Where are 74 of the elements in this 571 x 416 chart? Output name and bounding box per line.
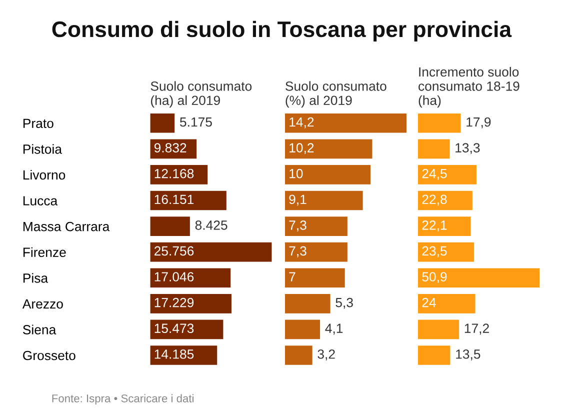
bar: [418, 320, 460, 340]
bar: [150, 294, 232, 314]
chart-title: Consumo di suolo in Toscana per provincia: [52, 20, 512, 42]
source-note: Fonte: Ispra • Scaricare i dati: [52, 394, 194, 405]
bar: [418, 268, 540, 288]
data-label: 12.168: [154, 168, 194, 178]
data-label: 10: [290, 168, 303, 178]
data-label: 16.151: [154, 194, 194, 204]
data-label: 5.175: [180, 117, 212, 127]
bar: [284, 216, 348, 236]
y-tick-label: Pistoia: [23, 144, 62, 154]
data-label: 22,8: [422, 194, 447, 206]
bar: [150, 268, 231, 288]
bar: [418, 242, 474, 262]
data-label: 23,5: [422, 246, 447, 258]
chart-subtitle: Incremento suolo consumato 18-19 (ha): [418, 66, 520, 108]
bar: [284, 165, 371, 184]
data-label: 14.185: [154, 349, 194, 359]
bar: [418, 165, 476, 184]
bar: [284, 294, 330, 314]
data-label: 24,5: [422, 168, 447, 180]
bar: [150, 346, 218, 365]
y-tick-label: Grosseto: [23, 350, 76, 360]
chart-subtitle: Suolo consumato (%) al 2019: [286, 81, 386, 108]
data-label: 8.425: [195, 220, 228, 230]
bar: [284, 190, 363, 210]
data-label: 14,2: [290, 117, 314, 128]
bar: [418, 216, 471, 236]
bar: [284, 242, 348, 262]
bar: [418, 139, 450, 159]
bar: [150, 320, 224, 340]
bar: [418, 294, 476, 314]
bar: [284, 320, 320, 340]
bar: [418, 190, 472, 210]
y-tick-label: Pisa: [23, 273, 48, 283]
data-label: 13,5: [456, 349, 480, 360]
bar: [150, 190, 226, 210]
data-label: 7,3: [289, 246, 306, 258]
bar: [284, 113, 406, 133]
data-label: 24: [422, 298, 436, 308]
data-label: 15.473: [154, 324, 194, 334]
data-label: 9,1: [289, 194, 306, 206]
bar: [284, 346, 312, 365]
bar: [150, 113, 175, 133]
data-label: 25.756: [154, 246, 194, 256]
data-label: 3,2: [318, 349, 335, 360]
chart-subtitle: Suolo consumato (ha) al 2019: [150, 81, 252, 108]
bar: [418, 113, 461, 133]
y-tick-label: Massa Carrara: [23, 222, 110, 232]
data-label: 7: [289, 272, 296, 282]
bar: [150, 165, 208, 184]
y-tick-label: Livorno: [23, 170, 66, 180]
bar: [418, 346, 450, 365]
data-label: 7,3: [289, 220, 306, 232]
data-label: 5,3: [336, 298, 353, 309]
y-tick-label: Prato: [23, 118, 54, 128]
y-tick-label: Firenze: [23, 247, 66, 258]
data-label: 17,9: [466, 117, 491, 128]
bar: [284, 268, 345, 288]
data-label: 10,2: [290, 143, 314, 154]
data-label: 22,1: [422, 220, 447, 232]
data-label: 17,2: [464, 324, 489, 335]
data-label: 17.229: [154, 298, 194, 308]
data-label: 4,1: [325, 324, 343, 335]
y-tick-label: Arezzo: [22, 299, 63, 309]
data-label: 50,9: [422, 272, 447, 283]
data-label: 17.046: [154, 272, 194, 282]
bar: [284, 139, 372, 159]
bar: [150, 242, 272, 262]
data-label: 13,3: [456, 143, 480, 154]
data-label: 9.832: [154, 143, 186, 152]
bar: [150, 216, 190, 236]
y-tick-label: Lucca: [23, 196, 58, 206]
y-tick-label: Siena: [22, 324, 56, 334]
